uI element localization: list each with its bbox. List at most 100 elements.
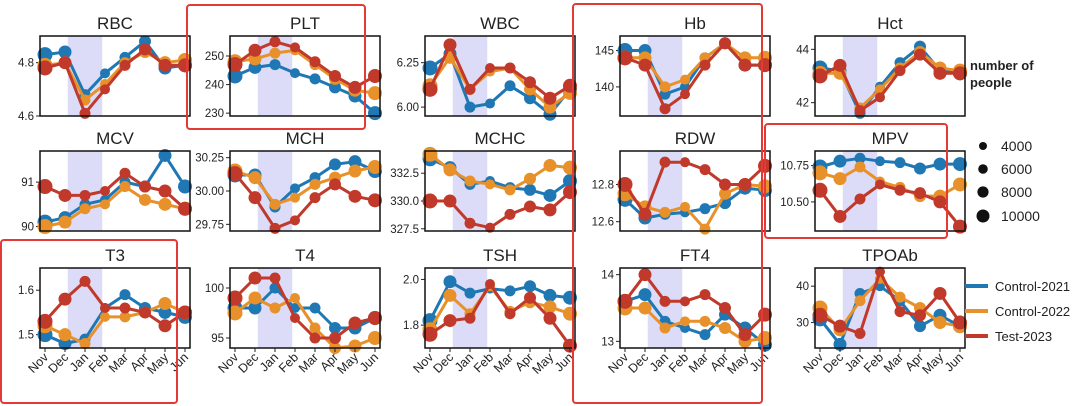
point-tsh-test-2023 bbox=[422, 326, 438, 342]
point-tsh-control-2022 bbox=[443, 288, 457, 302]
size-legend-label-10000: 10000 bbox=[1001, 208, 1040, 224]
point-rdw-test-2023 bbox=[738, 177, 752, 191]
point-mchc-control-2022 bbox=[543, 158, 557, 172]
point-wbc-test-2023 bbox=[524, 76, 536, 89]
point-hct-test-2023 bbox=[833, 58, 847, 72]
point-mpv-control-2021 bbox=[953, 157, 967, 172]
point-rbc-test-2023 bbox=[58, 56, 72, 70]
point-mchc-test-2023 bbox=[524, 200, 536, 213]
point-plt-control-2021 bbox=[227, 68, 243, 84]
point-hct-test-2023 bbox=[812, 68, 828, 84]
point-t3-test-2023 bbox=[139, 306, 151, 319]
point-wbc-control-2021 bbox=[504, 80, 516, 92]
ytick-label-t4: 95 bbox=[211, 333, 224, 345]
point-wbc-control-2021 bbox=[464, 101, 476, 113]
point-mcv-test-2023 bbox=[100, 186, 110, 196]
point-tpoab-test-2023 bbox=[953, 315, 967, 330]
axes-frame-tpoab bbox=[814, 267, 966, 349]
point-t3-control-2022 bbox=[100, 311, 110, 322]
size-legend-marker-4000 bbox=[979, 142, 987, 150]
size-legend-marker-10000 bbox=[976, 209, 990, 223]
ytick-label-mcv: 91 bbox=[21, 177, 34, 189]
point-rdw-test-2023 bbox=[617, 176, 633, 192]
ytick-label-rdw: 12.8 bbox=[592, 179, 614, 191]
axes-frame-hct bbox=[814, 35, 966, 117]
xtick-label-t4: Jun bbox=[357, 350, 381, 374]
ytick-label-hct: 44 bbox=[796, 44, 809, 56]
point-rdw-test-2023 bbox=[680, 157, 690, 168]
panel-title-tpoab: TPOAb bbox=[862, 246, 918, 265]
point-mcv-test-2023 bbox=[119, 167, 131, 179]
panel-rdw: RDW 12.8 12.6 bbox=[592, 129, 772, 235]
panel-title-hct: Hct bbox=[877, 14, 903, 33]
point-rbc-control-2021 bbox=[58, 45, 72, 59]
point-mchc-control-2022 bbox=[485, 179, 495, 190]
point-rbc-test-2023 bbox=[178, 58, 192, 73]
point-t3-control-2022 bbox=[79, 338, 91, 350]
ytick-label-t3: 1.6 bbox=[18, 285, 34, 297]
axes-frame-hb bbox=[619, 35, 771, 117]
point-mch-test-2023 bbox=[248, 191, 262, 205]
ytick-label-tsh: 2.0 bbox=[403, 274, 419, 286]
point-plt-test-2023 bbox=[348, 80, 362, 94]
axes-frame-mchc bbox=[424, 150, 576, 232]
point-ft4-test-2023 bbox=[699, 289, 711, 301]
point-plt-control-2021 bbox=[269, 59, 281, 71]
point-tpoab-test-2023 bbox=[854, 327, 866, 339]
point-t4-control-2022 bbox=[368, 331, 382, 345]
point-t4-control-2022 bbox=[290, 293, 300, 303]
point-t4-test-2023 bbox=[329, 332, 341, 344]
panel-title-mpv: MPV bbox=[872, 129, 910, 148]
point-mchc-control-2021 bbox=[543, 188, 557, 202]
size-legend: number of people 4000 6000 8000 10000 bbox=[970, 58, 1040, 224]
axes-frame-mcv bbox=[39, 150, 191, 232]
point-rdw-test-2023 bbox=[699, 164, 711, 176]
point-tsh-test-2023 bbox=[543, 311, 557, 325]
point-tsh-test-2023 bbox=[485, 279, 495, 289]
ytick-label-mch: 29.75 bbox=[195, 219, 224, 231]
ytick-label-ft4: 14 bbox=[601, 270, 614, 282]
point-hb-control-2022 bbox=[680, 74, 690, 85]
point-mchc-control-2022 bbox=[524, 172, 536, 185]
point-t4-test-2023 bbox=[309, 332, 321, 344]
point-mpv-test-2023 bbox=[812, 182, 828, 198]
point-plt-test-2023 bbox=[368, 69, 382, 83]
axes-frame-mch bbox=[229, 150, 381, 232]
point-mch-control-2022 bbox=[269, 198, 281, 210]
point-hb-test-2023 bbox=[699, 59, 711, 71]
point-mcv-control-2021 bbox=[158, 148, 172, 162]
point-wbc-test-2023 bbox=[504, 62, 516, 74]
point-mcv-control-2021 bbox=[178, 179, 192, 194]
point-mchc-test-2023 bbox=[485, 222, 495, 233]
point-t3-control-2021 bbox=[119, 289, 131, 301]
shaded-period-tsh bbox=[452, 268, 488, 348]
point-mcv-control-2022 bbox=[158, 197, 172, 211]
panel-title-mchc: MCHC bbox=[475, 129, 526, 148]
axes-frame-rdw bbox=[619, 150, 771, 232]
ytick-label-rdw: 12.6 bbox=[592, 217, 614, 229]
highlight-frame-hb-rdw-ft4 bbox=[572, 3, 763, 404]
point-hct-test-2023 bbox=[914, 48, 926, 61]
point-ft4-control-2022 bbox=[638, 301, 652, 315]
point-wbc-test-2023 bbox=[464, 83, 476, 95]
panel-title-hb: Hb bbox=[684, 14, 706, 33]
point-hb-test-2023 bbox=[680, 89, 690, 100]
point-mchc-test-2023 bbox=[464, 217, 476, 229]
axes-frame-plt bbox=[229, 35, 381, 117]
point-mcv-test-2023 bbox=[79, 189, 91, 201]
point-mch-test-2023 bbox=[329, 178, 341, 191]
point-t3-control-2021 bbox=[58, 337, 72, 351]
highlight-frame-plt bbox=[186, 4, 366, 130]
point-tsh-test-2023 bbox=[464, 312, 476, 324]
point-mch-control-2022 bbox=[368, 160, 382, 174]
point-ft4-control-2021 bbox=[699, 329, 711, 341]
point-t4-control-2021 bbox=[329, 322, 341, 334]
panel-mchc: MCHC 332.5 330.0 327.5 bbox=[390, 129, 577, 236]
point-hb-test-2023 bbox=[659, 103, 671, 115]
size-legend-title-line2: people bbox=[970, 75, 1012, 90]
xtick-label-ft4: Jun bbox=[747, 350, 771, 374]
point-t4-control-2022 bbox=[309, 322, 321, 334]
panel-title-mcv: MCV bbox=[96, 129, 134, 148]
ytick-label-hb: 140 bbox=[595, 82, 614, 94]
